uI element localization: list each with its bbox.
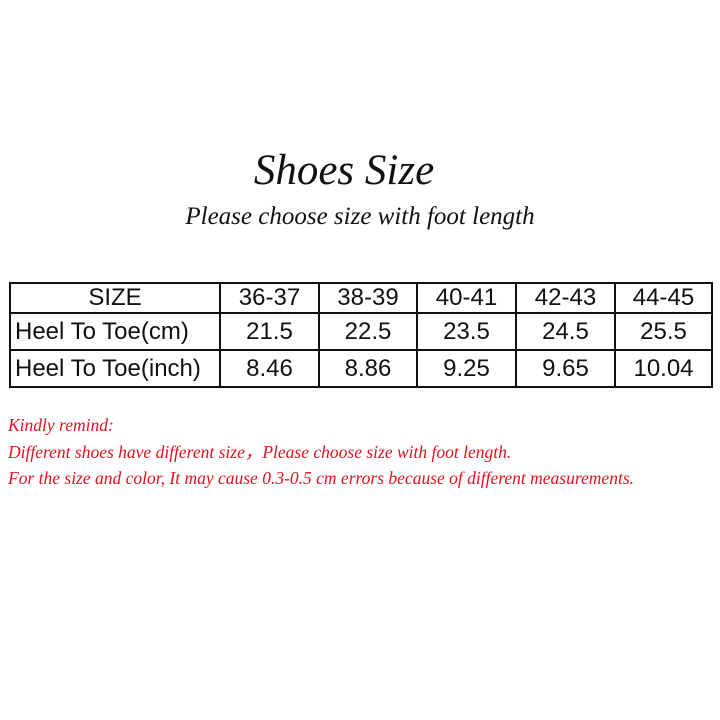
note-line: Different shoes have different size，Plea… — [8, 441, 512, 462]
page-title: Shoes Size — [253, 147, 435, 194]
table-cell: 23.5 — [416, 312, 517, 351]
table-cell: 22.5 — [318, 312, 418, 351]
header-cell: 44-45 — [614, 282, 713, 314]
table-cell: 24.5 — [515, 312, 616, 351]
table-row: Heel To Toe(inch) 8.46 8.86 9.25 9.65 10… — [9, 349, 713, 388]
header-cell: 38-39 — [318, 282, 418, 314]
header-cell: SIZE — [9, 282, 221, 314]
size-table: SIZE 36-37 38-39 40-41 42-43 44-45 Heel … — [9, 282, 713, 388]
page-subtitle: Please choose size with foot length — [185, 203, 535, 230]
table-cell: 8.86 — [318, 349, 418, 388]
note-heading: Kindly remind: — [8, 415, 114, 435]
table-cell: 10.04 — [614, 349, 713, 388]
row-label: Heel To Toe(cm) — [9, 312, 221, 351]
table-cell: 21.5 — [219, 312, 320, 351]
header-cell: 36-37 — [219, 282, 320, 314]
table-cell: 25.5 — [614, 312, 713, 351]
table-header-row: SIZE 36-37 38-39 40-41 42-43 44-45 — [9, 282, 713, 314]
table-cell: 9.65 — [515, 349, 616, 388]
row-label: Heel To Toe(inch) — [9, 349, 221, 388]
table-row: Heel To Toe(cm) 21.5 22.5 23.5 24.5 25.5 — [9, 312, 713, 351]
header-cell: 42-43 — [515, 282, 616, 314]
note-line: For the size and color, It may cause 0.3… — [8, 468, 635, 488]
header-cell: 40-41 — [416, 282, 517, 314]
reminder-notes: Kindly remind: Different shoes have diff… — [8, 412, 634, 492]
table-cell: 9.25 — [416, 349, 517, 388]
table-cell: 8.46 — [219, 349, 320, 388]
